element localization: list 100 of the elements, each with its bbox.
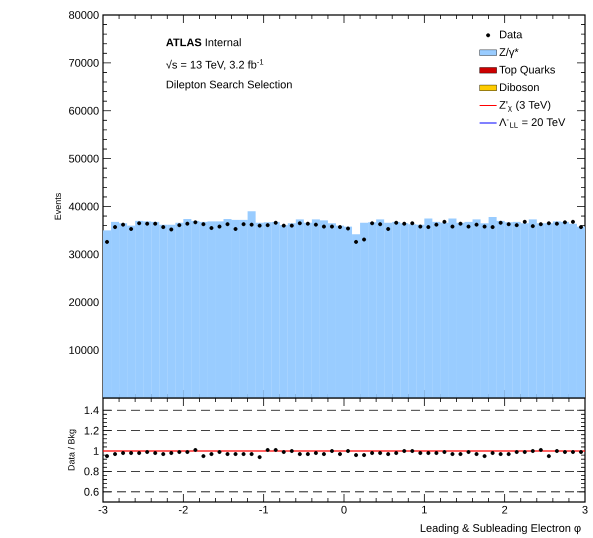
point (274, 448, 278, 452)
point (418, 451, 422, 456)
point (209, 226, 214, 230)
y-tick-label: 40000 (68, 202, 99, 210)
legend-label: Z/γ* (499, 48, 518, 58)
point (370, 221, 374, 226)
point (169, 227, 174, 232)
point (129, 226, 134, 231)
point (570, 450, 575, 454)
point (177, 450, 182, 454)
point (442, 450, 446, 454)
y-tick-label: 20000 (69, 298, 99, 306)
legend-label: Diboson (500, 83, 539, 92)
point (426, 225, 430, 230)
point (498, 220, 503, 225)
y-tick-label: 1.4 (84, 406, 99, 414)
y-tick-label: 50000 (68, 154, 99, 163)
point (201, 454, 206, 458)
point (466, 450, 471, 454)
point (522, 220, 527, 224)
point (258, 455, 262, 460)
point (121, 222, 126, 227)
point (145, 450, 150, 454)
point (450, 224, 454, 229)
point (410, 221, 414, 226)
point (113, 225, 118, 230)
y-axis-title: Data / Bkg (68, 430, 76, 470)
point (322, 452, 326, 456)
point (362, 238, 366, 242)
point (458, 222, 462, 226)
point (578, 225, 583, 230)
point (209, 452, 214, 456)
point (434, 451, 438, 456)
point (354, 240, 358, 244)
point (298, 221, 302, 226)
x-tick-label: -1 (259, 506, 268, 514)
point (145, 222, 150, 226)
point (498, 452, 503, 456)
point (177, 223, 182, 228)
y-tick-label: 60000 (69, 106, 99, 115)
point (217, 450, 222, 454)
point (290, 224, 294, 228)
y-tick-label: 1 (94, 447, 99, 455)
point (169, 451, 174, 456)
point (290, 449, 294, 454)
point (250, 452, 254, 456)
point (217, 224, 222, 229)
y-tick-label: 70000 (69, 58, 99, 67)
y-tick-label: 0.8 (84, 468, 99, 476)
point (258, 224, 262, 228)
point (306, 222, 310, 226)
annotation: Dilepton Search Selection (166, 80, 292, 91)
y-tick-label: 10000 (69, 346, 99, 354)
point (354, 453, 358, 458)
point (362, 453, 366, 458)
point (514, 223, 519, 228)
point (346, 226, 350, 231)
point (185, 450, 190, 454)
point (562, 450, 567, 454)
point (538, 448, 543, 452)
point (386, 226, 390, 231)
point (226, 452, 230, 456)
point (306, 452, 310, 456)
point (554, 449, 559, 454)
point (506, 452, 511, 456)
point (105, 454, 110, 458)
point (137, 451, 142, 456)
point (137, 221, 142, 226)
point (121, 451, 126, 456)
annotation: √s = 13 TeV, 3.2 fb$^{-1}$ (166, 59, 264, 70)
point (506, 222, 511, 226)
x-tick-label: -2 (178, 506, 188, 514)
point (105, 240, 110, 244)
legend-label: Top Quarks (499, 65, 555, 76)
point (282, 450, 286, 454)
point (490, 451, 495, 456)
point (370, 451, 374, 456)
x-tick-label: 0 (341, 506, 347, 514)
annotation: ATLAS Internal (166, 38, 241, 46)
point (322, 224, 326, 229)
x-tick-label: -3 (98, 506, 108, 514)
point (234, 452, 238, 456)
y-tick-label: 80000 (69, 11, 99, 19)
point (129, 451, 134, 456)
point (522, 450, 527, 454)
point (314, 222, 318, 227)
point (161, 452, 166, 456)
point (394, 220, 398, 225)
point (378, 451, 382, 456)
point (570, 220, 575, 224)
x-axis-title: Leading & Subleading Electron φ (420, 524, 581, 534)
point (410, 449, 414, 454)
point (490, 225, 495, 230)
point (546, 221, 551, 226)
point (474, 452, 479, 456)
point (153, 451, 158, 456)
point (193, 220, 198, 224)
legend-label: Data (500, 30, 522, 38)
point (330, 449, 334, 454)
point (330, 224, 334, 229)
